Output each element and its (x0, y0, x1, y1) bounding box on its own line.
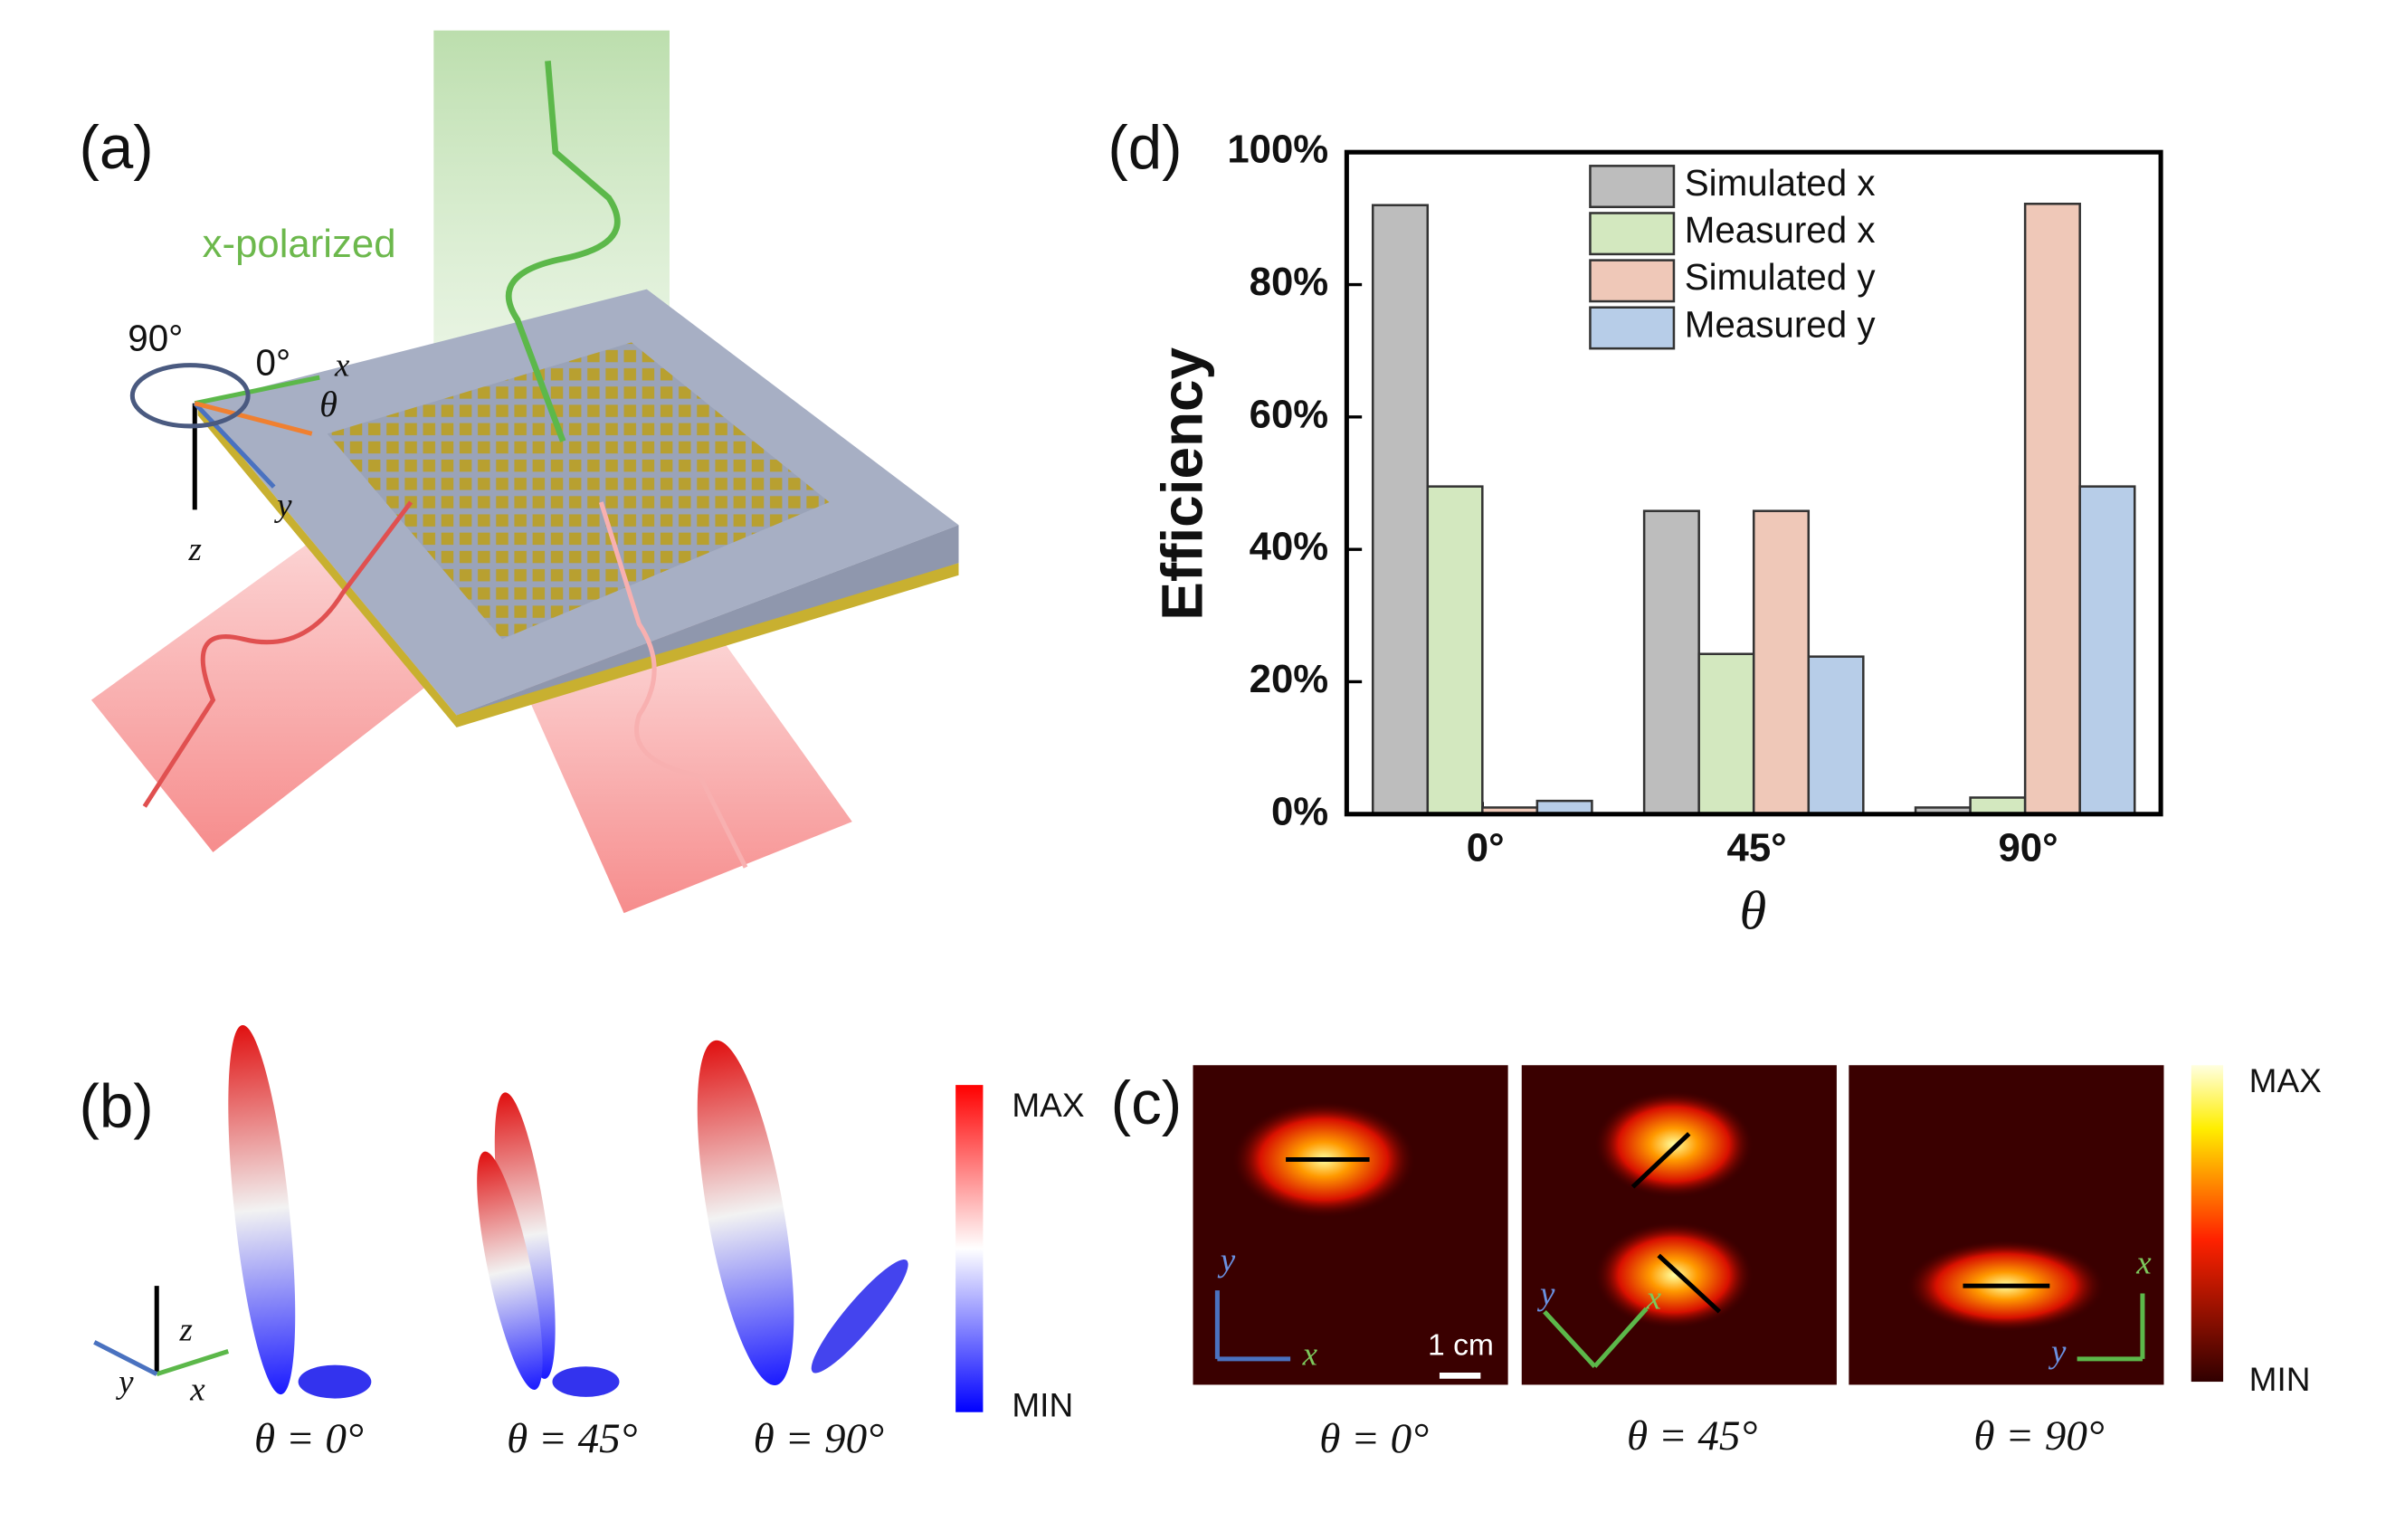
legend-label: Simulated x (1685, 162, 1876, 204)
wave (505, 61, 621, 442)
y-tick-label: 20% (1250, 657, 1329, 701)
axes (2077, 1293, 2145, 1362)
bar (1426, 485, 1484, 816)
plot-frame (1344, 149, 2163, 817)
metasurface (327, 342, 830, 640)
panel-label: (b) (79, 1072, 153, 1140)
bar (1642, 509, 1700, 816)
side-lobe (298, 1364, 372, 1399)
colorbar-min: MIN (1012, 1386, 1073, 1423)
polarization-arrow (1657, 1253, 1722, 1314)
caption: θ = 90° (1973, 1412, 2105, 1459)
substrate-edge (197, 403, 457, 727)
axis-label: x (334, 347, 350, 384)
caption: θ = 0° (254, 1415, 364, 1462)
y-axis (193, 401, 276, 489)
legend-label: Measured x (1685, 209, 1876, 251)
x-axis-label: θ (1740, 880, 1767, 941)
y-tick-label: 0% (1271, 789, 1328, 833)
bar (2023, 203, 2081, 816)
substrate-side (456, 525, 959, 727)
caption: θ = 45° (1627, 1412, 1758, 1459)
legend-label: Simulated y (1685, 256, 1877, 298)
bar (1752, 509, 1811, 816)
caption: θ = 45° (507, 1415, 638, 1462)
angle-label: 90° (128, 317, 183, 358)
wave (598, 501, 748, 869)
x-tick-label: 45° (1727, 826, 1787, 870)
caption: θ = 90° (754, 1415, 885, 1462)
colorbar (2191, 1065, 2224, 1383)
legend-label: Measured y (1685, 303, 1877, 345)
polarization-arrow (1630, 1132, 1691, 1189)
axis-label: x (189, 1371, 205, 1408)
panel-label: (c) (1111, 1069, 1182, 1137)
legend-swatch (1589, 306, 1676, 350)
side-lobe (811, 1259, 908, 1374)
rotation-arrow (129, 363, 251, 429)
bar (1371, 204, 1430, 816)
side-lobe (552, 1366, 620, 1397)
colorbar-max: MAX (1012, 1087, 1084, 1124)
y-tick-label: 40% (1250, 525, 1329, 569)
radiation-lobe (697, 1040, 794, 1385)
legend-swatch (1589, 212, 1676, 256)
beam-label: x-polarized (203, 222, 396, 266)
x-tick-label: 90° (1998, 826, 2058, 870)
colorbar (955, 1085, 984, 1412)
axis-label: x (1646, 1279, 1662, 1317)
axis-label: y (115, 1364, 134, 1401)
axis-label: x (1302, 1336, 1318, 1374)
caption: θ = 0° (1319, 1415, 1429, 1462)
axis-label: θ (319, 384, 337, 424)
y-tick-label: 80% (1250, 260, 1329, 304)
y-axis (93, 1340, 158, 1376)
theta-axis (194, 401, 313, 436)
radiation-lobe (477, 1151, 543, 1390)
x-tick-label: 0° (1467, 826, 1505, 870)
panel-label: (d) (1107, 114, 1182, 182)
bar (1969, 796, 2027, 816)
hot-spot (1594, 1222, 1754, 1329)
axis-label: x (2135, 1245, 2152, 1282)
bar (2078, 485, 2136, 816)
y-tick-label: 60% (1250, 392, 1329, 436)
y-tick-label: 100% (1227, 128, 1328, 172)
bar-chart: (d) Efficiency θ 0% 20% 40% 60% 80% 100% 0° 45°… (1107, 114, 2163, 941)
radiation-lobe (494, 1092, 556, 1379)
field-map (1849, 1065, 2164, 1385)
colorbar-max: MAX (2249, 1062, 2322, 1099)
bar (1697, 652, 1755, 816)
legend-swatch (1589, 259, 1676, 303)
legend-swatch (1589, 165, 1676, 209)
axes (1214, 1290, 1291, 1362)
panel-label: (a) (79, 114, 153, 182)
y-axis-label: Efficiency (1150, 347, 1215, 620)
scale-bar-label: 1 cm (1428, 1328, 1494, 1362)
hot-spot (1594, 1090, 1754, 1198)
axis-label: z (178, 1312, 192, 1349)
axis-label: y (1536, 1275, 1555, 1312)
axis-label: y (1217, 1241, 1236, 1279)
angle-label: 0° (256, 341, 291, 383)
wave (142, 500, 414, 808)
substrate-edge (456, 563, 959, 727)
radiation-lobe (228, 1024, 296, 1395)
axis-label: y (273, 487, 292, 524)
axis-label: y (2048, 1333, 2067, 1370)
x-axis (156, 1349, 230, 1377)
axes (1543, 1307, 1649, 1368)
colorbar-min: MIN (2249, 1361, 2311, 1398)
bar (1807, 655, 1865, 816)
axis-label: z (188, 531, 202, 568)
x-axis (194, 375, 320, 406)
